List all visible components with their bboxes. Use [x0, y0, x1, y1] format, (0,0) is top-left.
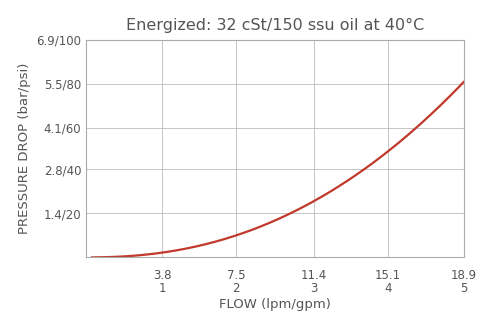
Text: 7.5: 7.5 — [227, 269, 245, 281]
Text: 1: 1 — [158, 282, 166, 295]
Text: 11.4: 11.4 — [301, 269, 327, 281]
Text: 3.8: 3.8 — [152, 269, 171, 281]
Text: 5: 5 — [460, 282, 467, 295]
Text: 4: 4 — [384, 282, 391, 295]
Text: 3: 3 — [310, 282, 317, 295]
X-axis label: FLOW (lpm/gpm): FLOW (lpm/gpm) — [219, 298, 331, 312]
Y-axis label: PRESSURE DROP (bar/psi): PRESSURE DROP (bar/psi) — [18, 63, 31, 234]
Title: Energized: 32 cSt/150 ssu oil at 40°C: Energized: 32 cSt/150 ssu oil at 40°C — [126, 18, 424, 33]
Text: 15.1: 15.1 — [375, 269, 401, 281]
Text: 18.9: 18.9 — [451, 269, 477, 281]
Text: 2: 2 — [232, 282, 239, 295]
